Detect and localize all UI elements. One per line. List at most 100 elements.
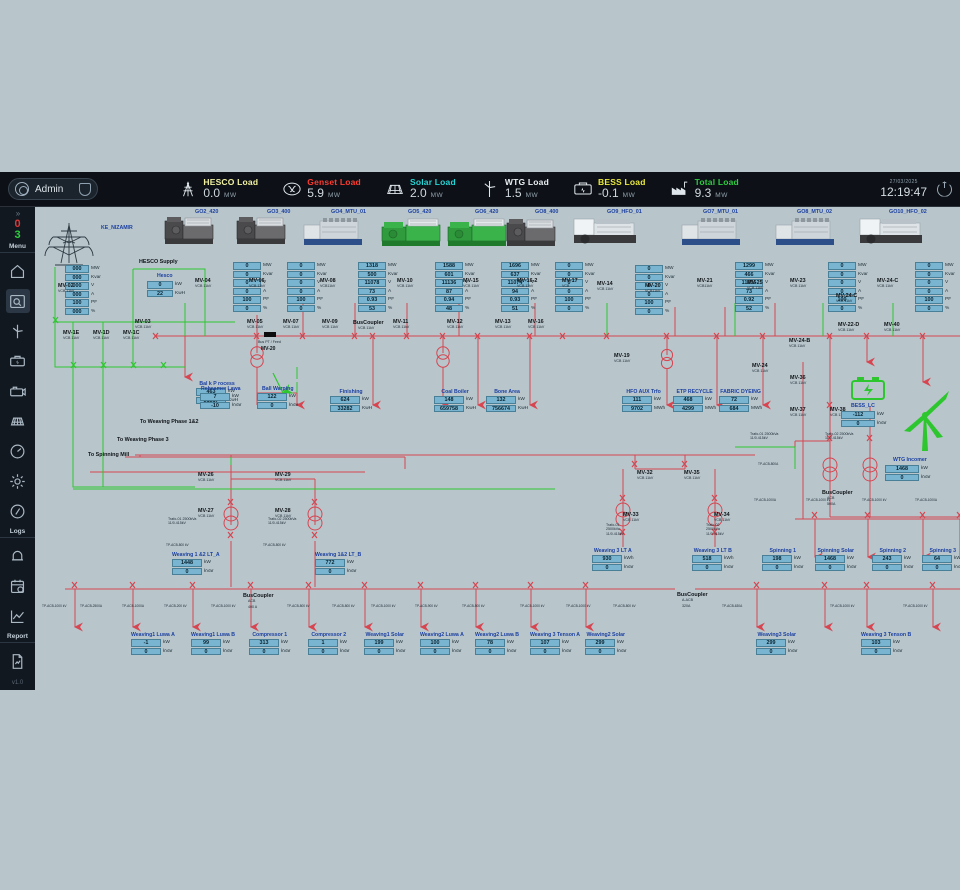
bess-battery-icon[interactable] [849,375,887,406]
sidebar-item-battery[interactable] [6,349,30,373]
generator-breaker-label[interactable]: MV-24-C [877,278,899,284]
load-load-weaving2-luwa-a[interactable]: Weaving2 Luwa A 100 kW 0 kVar [420,632,464,655]
load-meter-table[interactable]: 313 kW 0 kVar [249,639,291,655]
breaker-mv-38[interactable]: MV-38 [830,407,846,413]
user-chip[interactable]: Admin [8,178,99,200]
load-meter-table[interactable]: 1448 kW 0 kVar [172,559,220,575]
grid-meter-table[interactable]: 000 MW 000 Kvar 000 V 000 A 100 PF 000% [65,265,101,315]
load-meter-table[interactable]: 243 kW 0 kVar [872,555,914,571]
generator-breaker-label[interactable]: MV-04 [195,278,211,284]
generator-engine-graphic[interactable] [505,215,559,249]
breaker-mv-24-b[interactable]: MV-24-B [789,338,811,344]
load-meter-table[interactable]: 7 kW -10 kVar [200,393,242,409]
load-meter-table[interactable]: 518 kWh 0 kVar [692,555,734,571]
load-load-weaving1-solar[interactable]: Weaving1 Solar 199 kW 0 kVar [364,632,406,655]
generator-breaker-label[interactable]: MV-06 [249,278,265,284]
buscoupler-bc-acb400[interactable]: BusCoupler [243,593,274,599]
generator-breaker-label[interactable]: MV-10 [397,278,413,284]
sidebar-item-info[interactable] [6,499,30,523]
load-meter-table[interactable]: 122 kW 0 kVar [257,393,299,409]
load-meter-table[interactable]: 99 kW 0 kVar [191,639,235,655]
load-load-weaving12-lta[interactable]: Weaving 1 &2 LT_A 1448 kW 0 kVar [172,552,220,575]
load-load-compressor1[interactable]: Compressor 1 313 kW 0 kVar [249,632,291,655]
wtg-meter-table[interactable]: 1468 kW 0 kVar [885,465,931,481]
load-meter-table[interactable]: 132 kW 756674 KwH [486,396,528,412]
load-meter-table[interactable]: 1 kW 0 kVar [308,639,350,655]
sidebar-item-alarms[interactable] [6,544,30,568]
load-meter-table[interactable]: 72 kW 684 MWh [719,396,762,412]
generator-engine-graphic[interactable] [775,215,837,249]
wind-turbine-graphic[interactable] [897,385,953,460]
breaker-mv-11[interactable]: MV-11 [393,319,409,325]
buscoupler-bc-mv18[interactable]: BusCoupler [353,320,384,326]
generator-meter-table[interactable]: 1299 MW 466 Kvar 11056 V 73 A 0.92 PF 52% [735,262,775,312]
load-load-weaving3-ltb[interactable]: Weaving 3 LT B 518 kWh 0 kVar [692,548,734,571]
load-load-ballwarping[interactable]: Ball Warping 122 kW 0 kVar [257,386,299,409]
generator-breaker-label[interactable]: MV-16-2 [517,278,538,284]
generator-meter-table[interactable]: 1318 MW 500 Kvar 11078 V 73 A 0.93 PF 53% [358,262,398,312]
load-load-spinning3[interactable]: Spinning 364kW0kVar [922,548,960,571]
generator-meter-table[interactable]: 0 MW 0 Kvar 0 V 0 A 100 PF 0% [915,262,955,312]
alarm-count-critical[interactable]: 0 [14,218,21,230]
generator-engine-graphic[interactable] [573,215,639,249]
breaker-mv-33[interactable]: MV-33 [623,512,639,518]
load-load-coalboiler[interactable]: Coal Boiler 148 kW 659758 KwH [434,389,476,412]
load-load-weaving1-luwa-b[interactable]: Weaving1 Luwa B 99 kW 0 kVar [191,632,235,655]
generator-engine-graphic[interactable] [381,215,443,249]
load-meter-table[interactable]: 624 kW 33282 KwH [330,396,372,412]
alarm-count-normal[interactable]: 3 [14,229,21,241]
load-load-fabricdyeing[interactable]: FABRIC DYEING 72 kW 684 MWh [719,389,762,412]
load-meter-table[interactable]: 103 kW 0 kVar [861,639,911,655]
load-meter-table[interactable]: 299 kW 0 kVar [756,639,798,655]
load-meter-table[interactable]: 78 kW 0 kVar [475,639,519,655]
sidebar-item-wind[interactable] [6,319,30,343]
breaker-mv-22-d[interactable]: MV-22-D [838,322,860,328]
kpi-bess[interactable]: BESS Load -0.1 MW [573,178,646,200]
breaker-mv-35[interactable]: MV-35 [684,470,700,476]
generator-meter-table[interactable]: 0 MW 0 Kvar 0 V 0 A 100 PF 0% [233,262,273,312]
sidebar-item-home[interactable] [6,259,30,283]
kpi-wtg[interactable]: WTG Load 1.5 MW [480,178,549,200]
load-load-etprecycle[interactable]: ETP RECYCLE 468 kW 4299 MWh [673,389,716,412]
breaker-mv-1c[interactable]: MV-1C [123,330,140,336]
sidebar-item-meter[interactable] [6,439,30,463]
shield-icon[interactable] [79,182,92,196]
breaker-mv-24-c[interactable]: MV-24-C [836,293,858,299]
breaker-mv-20[interactable]: MV-20 [645,283,661,289]
load-meter-table[interactable]: 930 kWh 0 kVar [592,555,634,571]
load-load-spinning1[interactable]: Spinning 1 198 kW 0 kVar [762,548,804,571]
load-load-weaving3-tenson-a[interactable]: Weaving 3 Tenson A 107 kW 0 kVar [530,632,580,655]
load-load-bonearea[interactable]: Bone Area 132 kW 756674 KwH [486,389,528,412]
kpi-solar[interactable]: Solar Load 2.0 MW [385,178,456,200]
bess-meter-table[interactable]: -112 kW 0 kVar [841,411,887,427]
breaker-mv-24[interactable]: MV-24 [752,363,768,369]
sidebar-item-solar[interactable] [6,409,30,433]
load-load-spinning2[interactable]: Spinning 2 243 kW 0 kVar [872,548,914,571]
load-load-weaving2-solar[interactable]: Weaving2 Solar 299 kW 0 kVar [585,632,627,655]
sidebar-item-overview[interactable] [5,289,30,313]
sidebar-expand-button[interactable]: » [15,209,21,218]
breaker-mv-25[interactable]: MV-25 [747,280,763,286]
sidebar-item-settings[interactable] [6,469,30,493]
load-meter-table[interactable]: 772 kW 0 kVar [315,559,361,575]
breaker-mv-17[interactable]: MV-17 [562,278,578,284]
load-meter-table[interactable]: 468 kW 4299 MWh [673,396,716,412]
generator-engine-graphic[interactable] [163,213,217,247]
breaker-mv-36[interactable]: MV-36 [790,375,806,381]
kpi-total[interactable]: Total Load 9.3 MW [670,178,739,200]
load-meter-table[interactable]: 299 kW 0 kVar [585,639,627,655]
breaker-mv-29[interactable]: MV-29 [275,472,291,478]
breaker-mv-40[interactable]: MV-40 [884,322,900,328]
load-meter-table[interactable]: 199 kW 0 kVar [364,639,406,655]
generator-meter-table[interactable]: 1696 MW 637 Kvar 11074 V 94 A 0.93 PF 51% [501,262,541,312]
sidebar-item-genset[interactable] [6,379,30,403]
breaker-mv-34[interactable]: MV-34 [714,512,730,518]
load-load-finishing[interactable]: Finishing 624 kW 33282 KwH [330,389,372,412]
generator-meter-table[interactable]: 1588 MW 601 Kvar 11136 V 87 A 0.94 PF 48% [435,262,475,312]
generator-engine-graphic[interactable] [447,215,509,249]
generator-engine-graphic[interactable] [681,215,743,249]
breaker-mv-32[interactable]: MV-32 [637,470,653,476]
generator-engine-graphic[interactable] [235,213,289,247]
load-load-weaving3-solar[interactable]: Weaving3 Solar 299 kW 0 kVar [756,632,798,655]
load-meter-table[interactable]: -1 kW 0 kVar [131,639,175,655]
